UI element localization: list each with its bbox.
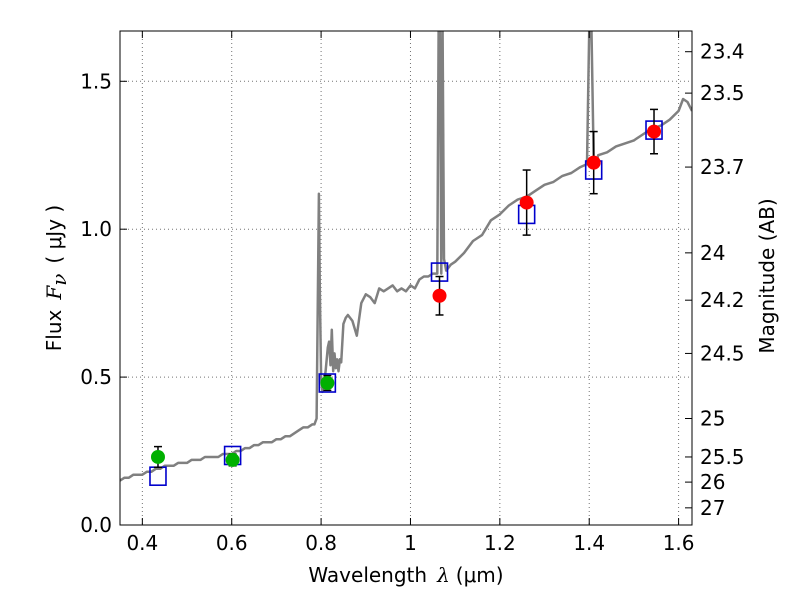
plot-frame (119, 30, 693, 526)
data-point (225, 452, 240, 467)
mag-tick-label: 24 (700, 241, 725, 265)
mag-tick-label: 25.5 (700, 445, 745, 469)
data-point (432, 288, 447, 303)
x-tick-label: 0.4 (126, 531, 158, 555)
x-axis-label: Wavelength λ (μm) (308, 563, 503, 587)
y-axis-label-subscript: ν (47, 274, 71, 286)
x-axis-label-symbol: λ (436, 563, 450, 587)
mag-tick-label: 24.5 (700, 341, 745, 365)
data-point (519, 195, 534, 210)
x-tick-label: 1.2 (484, 531, 516, 555)
mag-tick-label: 25 (700, 407, 725, 431)
mag-tick-label: 23.5 (700, 81, 745, 105)
x-axis-label-text: Wavelength (308, 563, 427, 587)
y-axis-label-symbol: F (42, 285, 66, 301)
x-tick-label: 0.8 (305, 531, 337, 555)
x-tick-label: 1.6 (663, 531, 695, 555)
mag-tick-label: 23.7 (700, 155, 745, 179)
mag-tick-label: 23.4 (700, 40, 745, 64)
y-axis-label-text: Flux (42, 309, 66, 351)
photometry-points (149, 108, 663, 486)
x-tick-label: 1.4 (573, 531, 605, 555)
mag-tick-label: 24.2 (700, 288, 745, 312)
data-point (586, 155, 601, 170)
data-point (150, 449, 165, 464)
mag-tick-label: 27 (700, 496, 725, 520)
right-axis-label: Magnitude (AB) (755, 198, 779, 353)
mag-tick-label: 26 (700, 470, 725, 494)
model-photometry-square (318, 373, 337, 393)
x-tick-label: 1 (404, 531, 417, 555)
y-tick-label: 1.5 (80, 69, 112, 93)
data-point (647, 124, 662, 139)
y-axis-label: Flux Fν ( μJy ) (42, 205, 71, 351)
y-tick-label: 0.5 (80, 365, 112, 389)
data-point (320, 376, 335, 391)
model-spectrum (120, 31, 692, 482)
y-axis-label-unit: ( μJy ) (42, 205, 66, 264)
x-tick-label: 0.6 (216, 531, 248, 555)
x-axis-label-unit: (μm) (456, 563, 504, 587)
spectrum-line (120, 31, 692, 482)
y-tick-label: 1.0 (80, 217, 112, 241)
y-tick-label: 0.0 (80, 513, 112, 537)
axis-ticks: 0.4 0.6 0.8 1 1.2 1.4 1.6 0.0 0.5 1.0 1.5 23.4 23.5 2… (80, 31, 745, 555)
grid (120, 31, 692, 526)
